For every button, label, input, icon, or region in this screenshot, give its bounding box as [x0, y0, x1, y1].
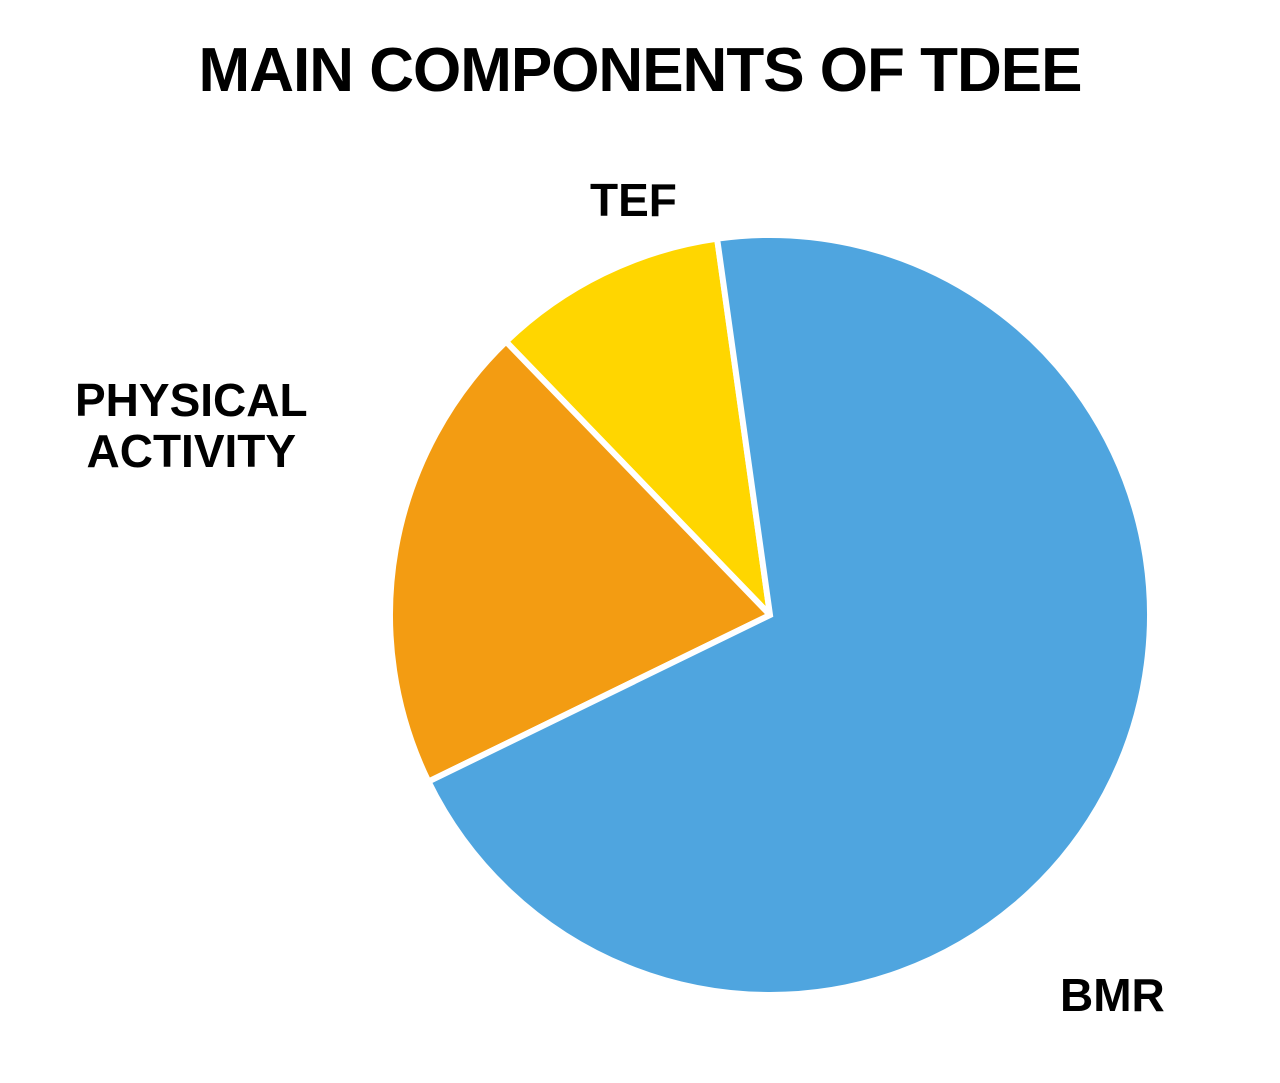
- slice-label-pa-line2: ACTIVITY: [87, 425, 297, 477]
- slice-label-tef: TEF: [590, 175, 677, 226]
- pie-chart-container: [390, 235, 1150, 995]
- pie-chart-svg: [390, 235, 1150, 995]
- slice-label-pa-line1: PHYSICAL: [75, 374, 308, 426]
- slice-label-bmr: BMR: [1060, 970, 1165, 1021]
- chart-title: MAIN COMPONENTS OF TDEE: [199, 35, 1082, 106]
- slice-label-physical-activity: PHYSICAL ACTIVITY: [75, 375, 308, 476]
